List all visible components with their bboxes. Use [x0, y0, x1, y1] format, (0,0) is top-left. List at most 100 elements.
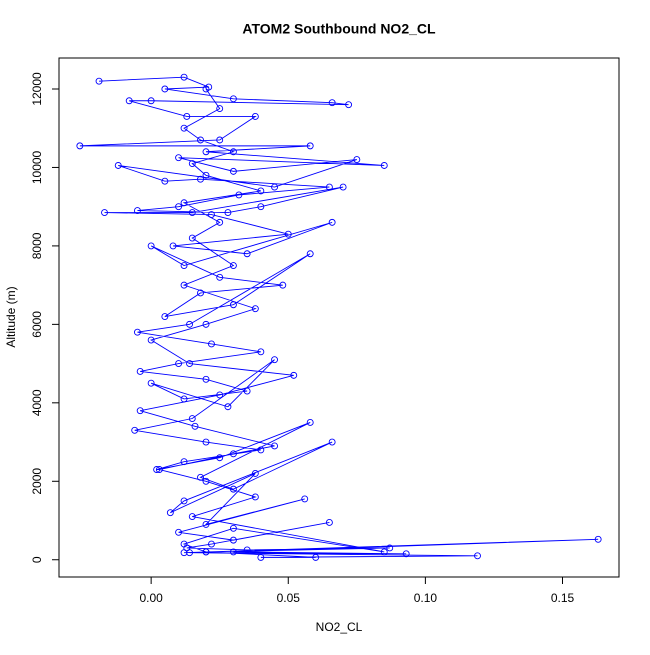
data-point: [180, 540, 188, 548]
data-point: [161, 313, 169, 320]
data-point: [188, 415, 196, 422]
data-point: [180, 549, 188, 557]
data-point: [229, 148, 237, 156]
data-point: [186, 549, 193, 557]
data-point: [208, 340, 215, 348]
data-point: [153, 466, 161, 473]
data-point: [216, 105, 224, 113]
x-tick-label: 0.10: [414, 591, 438, 605]
data-point: [101, 209, 108, 217]
data-point: [229, 548, 237, 556]
data-point: [229, 167, 237, 175]
data-point: [257, 348, 265, 356]
data-point: [216, 273, 224, 281]
data-point: [216, 454, 224, 462]
data-point: [136, 407, 144, 415]
data-point: [186, 360, 193, 368]
data-point: [161, 177, 169, 185]
data-point: [257, 187, 265, 195]
data-line: [79, 76, 599, 558]
data-point: [175, 360, 183, 368]
data-point: [188, 234, 196, 242]
data-point: [188, 513, 196, 521]
data-point: [235, 191, 243, 199]
data-point: [147, 242, 155, 250]
data-point: [402, 550, 410, 558]
data-point: [229, 262, 237, 269]
data-point: [251, 493, 259, 501]
x-axis-label: NO2_CL: [316, 620, 363, 634]
y-tick-label: 4000: [30, 389, 44, 416]
data-point: [208, 211, 215, 218]
data-point: [133, 328, 141, 336]
data-point: [155, 466, 163, 473]
data-point: [224, 209, 232, 217]
data-point: [243, 387, 251, 395]
x-tick-label: 0.00: [139, 591, 163, 605]
data-point: [229, 450, 237, 458]
data-point: [229, 536, 237, 544]
data-point: [202, 477, 210, 485]
data-point: [216, 136, 224, 144]
data-point: [229, 95, 237, 103]
x-tick-label: 0.05: [277, 591, 301, 605]
data-point: [312, 553, 320, 561]
data-point: [191, 422, 199, 430]
data-point: [328, 218, 336, 226]
data-point: [147, 97, 155, 105]
data-point: [306, 142, 314, 150]
data-point: [161, 85, 169, 93]
data-point: [229, 485, 237, 493]
data-point: [180, 281, 188, 289]
data-point: [180, 497, 188, 505]
data-point: [251, 305, 259, 313]
data-point: [243, 546, 251, 554]
data-point: [301, 495, 309, 503]
data-point: [131, 426, 139, 434]
data-point: [339, 183, 347, 191]
data-point: [251, 113, 259, 120]
data-point: [202, 375, 210, 383]
data-point: [197, 289, 204, 297]
data-point: [216, 391, 224, 399]
data-point: [166, 509, 174, 517]
data-point: [202, 148, 210, 156]
data-point: [271, 183, 279, 191]
data-point: [180, 458, 188, 466]
data-point: [386, 544, 394, 552]
data-point: [186, 320, 193, 328]
y-tick-label: 8000: [30, 232, 44, 259]
data-point: [147, 336, 155, 344]
data-point: [175, 154, 183, 162]
data-point: [380, 548, 388, 556]
data-point: [257, 203, 265, 211]
data-point: [279, 281, 287, 289]
data-point: [380, 162, 388, 169]
data-point: [202, 320, 210, 328]
data-point: [197, 136, 204, 144]
data-point: [216, 218, 224, 226]
data-point: [188, 209, 196, 217]
data-point: [594, 535, 602, 543]
data-point: [474, 552, 481, 560]
y-tick-label: 6000: [30, 311, 44, 338]
data-point: [202, 438, 210, 446]
data-point: [290, 371, 298, 379]
y-axis-label: Altitude (m): [4, 286, 18, 347]
data-point: [243, 250, 251, 258]
data-point: [325, 183, 333, 191]
data-point: [183, 113, 191, 120]
data-point: [328, 99, 336, 107]
data-point: [306, 250, 314, 258]
plot-frame: [58, 57, 620, 578]
y-tick-label: 0: [30, 556, 44, 563]
data-point: [197, 473, 204, 481]
y-tick-label: 12000: [30, 72, 44, 106]
data-point: [175, 528, 183, 536]
data-point: [202, 171, 210, 179]
data-point: [114, 162, 122, 169]
data-point: [147, 379, 155, 387]
data-point: [197, 175, 204, 183]
y-tick-label: 2000: [30, 468, 44, 495]
data-point: [202, 85, 210, 93]
